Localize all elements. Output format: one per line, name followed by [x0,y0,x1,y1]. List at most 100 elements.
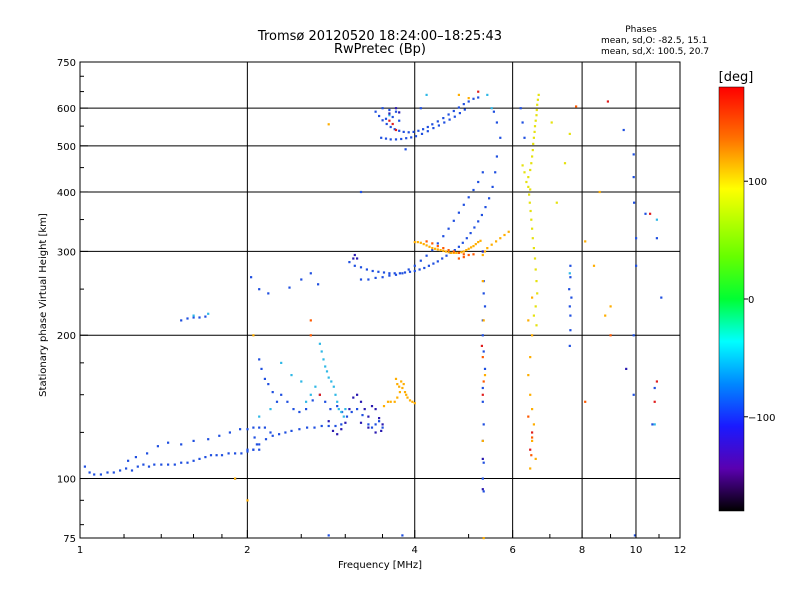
data-point [156,445,159,448]
data-point [381,107,384,110]
data-point [609,334,612,337]
data-point [653,423,656,426]
data-point [246,448,249,451]
data-point [531,296,534,299]
data-point [481,457,484,460]
data-point [209,454,213,457]
data-point [252,334,255,337]
data-point [252,448,255,451]
data-point [419,259,422,262]
data-point [413,241,416,244]
data-point [327,376,330,379]
data-point [472,97,475,100]
data-point [388,112,391,115]
data-point [529,448,532,451]
data-point [146,452,149,455]
data-point [327,424,330,428]
data-point [441,257,444,260]
data-point [263,426,266,429]
data-point [495,121,498,124]
data-point [568,272,571,275]
data-point [180,319,183,322]
y-axis-ticks: 75 100 200 300 400 500 600 750 [57,58,88,545]
data-point [436,248,439,251]
data-point [336,400,339,403]
data-point [311,399,314,402]
data-point [467,97,470,100]
data-point [298,428,301,431]
data-point [325,370,329,373]
data-point [384,117,388,120]
data-point [380,136,383,139]
data-point [436,245,439,248]
data-point [452,251,455,254]
data-point [434,247,437,250]
data-point [495,240,498,243]
data-point [136,465,139,468]
data-point [384,137,388,140]
data-point [465,249,468,252]
data-point [334,393,337,396]
data-point [519,107,522,110]
data-point [258,443,261,446]
data-point [322,358,325,361]
data-point [370,426,374,429]
data-point [388,119,391,122]
data-point [529,188,532,191]
data-point [359,421,363,424]
data-point [436,260,439,263]
data-point [533,257,537,260]
data-point [394,273,398,276]
data-point [396,383,399,386]
data-point [388,108,391,112]
data-point [525,180,528,184]
data-point [324,400,327,403]
x-tick-label: 2 [244,545,250,556]
data-point [531,436,534,439]
data-point [153,463,156,466]
data-point [531,334,534,337]
colorbar-tick-label: 100 [748,177,767,188]
data-point [340,428,343,431]
data-point [367,278,370,281]
data-point [374,408,377,411]
data-point [529,209,532,213]
data-point [413,402,416,405]
data-point [532,314,535,317]
data-point [340,423,343,426]
data-point [99,473,102,476]
data-point [467,253,470,257]
data-point [425,254,428,257]
x-axis-label: Frequency [MHz] [338,560,422,571]
y-axis-label: Stationary phase Virtual Height [km] [38,213,49,397]
data-point [106,471,109,474]
data-point [477,180,480,184]
data-point [534,268,537,271]
y-tick-label: 750 [57,58,76,69]
data-point [633,201,636,204]
data-point [228,431,231,434]
data-point [536,103,539,106]
data-point [342,415,345,418]
data-point [426,125,429,129]
data-point [388,272,391,275]
data-point [568,288,571,291]
data-point [348,408,351,411]
data-point [255,443,258,446]
data-point [532,423,535,426]
data-point [563,162,567,165]
data-point [625,367,628,370]
x-tick-label: 10 [630,545,643,556]
data-point [644,212,647,215]
data-point [389,400,392,403]
data-point [377,270,380,273]
data-point [467,100,470,103]
data-point [386,400,390,403]
data-point [555,201,558,204]
data-point [482,423,485,426]
data-point [180,443,183,446]
data-point [477,241,480,244]
data-point [374,110,377,113]
data-point [486,93,489,96]
data-point [477,96,480,99]
